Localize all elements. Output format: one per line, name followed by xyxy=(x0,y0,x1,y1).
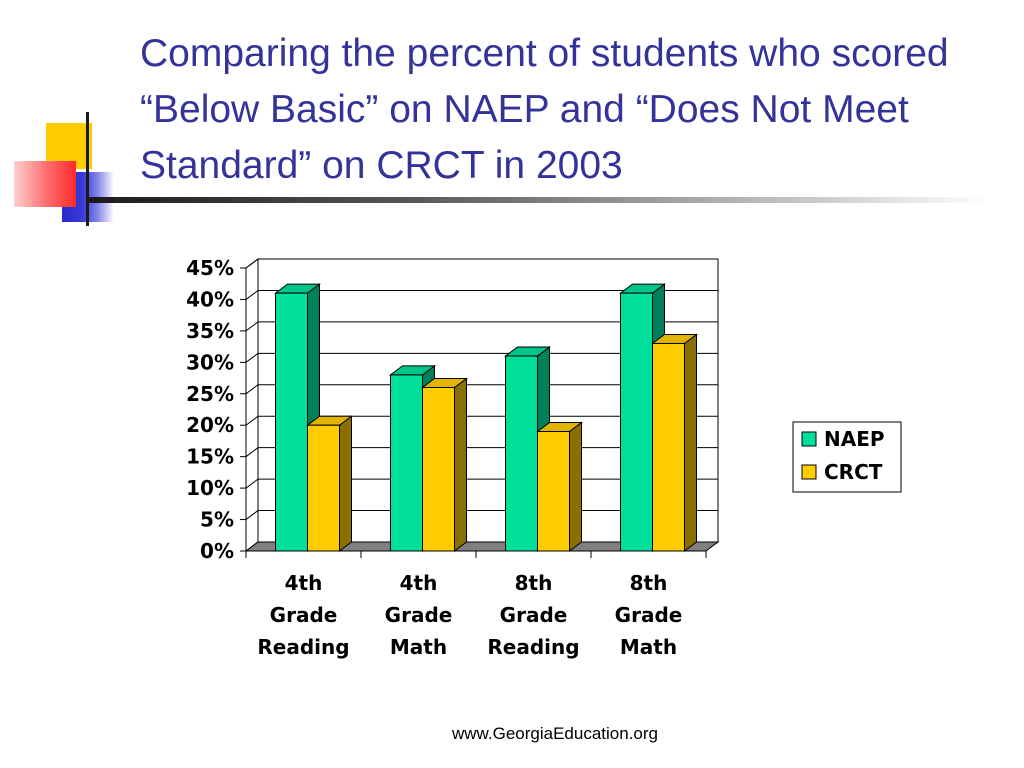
x-category-label: 8th xyxy=(515,571,553,595)
legend: NAEP CRCT xyxy=(792,421,902,493)
legend-swatch-crct xyxy=(801,464,817,480)
bar-front xyxy=(390,374,423,552)
title-rule xyxy=(88,197,988,203)
legend-swatch-naep xyxy=(801,431,817,447)
y-tick-label: 30% xyxy=(186,350,234,374)
bar-crct-4 xyxy=(651,333,698,552)
deco-red-square xyxy=(14,161,76,207)
y-tick-label: 20% xyxy=(186,413,234,437)
x-category-label: 4th xyxy=(400,571,438,595)
plot-area xyxy=(244,258,720,552)
bar-side xyxy=(569,421,582,552)
gridline xyxy=(245,352,718,363)
x-category-label: Math xyxy=(390,635,447,659)
y-tick-label: 15% xyxy=(186,445,234,469)
footer-url: www.GeorgiaEducation.org xyxy=(452,724,659,743)
x-category-label: 8th xyxy=(630,571,668,595)
y-tick-label: 35% xyxy=(186,319,234,343)
x-category-label: Grade xyxy=(500,603,568,627)
bar-front xyxy=(537,431,570,552)
x-category-label: Grade xyxy=(270,603,338,627)
deco-vertical-line xyxy=(86,112,89,226)
bar-front xyxy=(307,424,340,552)
legend-label-crct: CRCT xyxy=(824,460,883,484)
bar-crct-1 xyxy=(306,415,353,552)
bar-front xyxy=(505,355,538,552)
y-tick-label: 45% xyxy=(186,256,234,280)
y-tick-label: 0% xyxy=(200,539,234,563)
y-tick-label: 5% xyxy=(200,508,234,532)
bar-front xyxy=(652,342,685,552)
x-category-label: Reading xyxy=(257,635,349,659)
gridline xyxy=(245,321,718,332)
bar-front xyxy=(275,292,308,552)
gridline xyxy=(245,289,718,300)
x-category-label: Reading xyxy=(487,635,579,659)
bars xyxy=(274,283,698,552)
x-category-label: Grade xyxy=(615,603,683,627)
y-tick-label: 10% xyxy=(186,476,234,500)
y-tick-label: 25% xyxy=(186,382,234,406)
bar-crct-3 xyxy=(536,421,583,552)
y-tick-label: 40% xyxy=(186,287,234,311)
side-wall xyxy=(245,258,259,552)
x-category-label: 4th xyxy=(285,571,323,595)
bar-side xyxy=(454,377,467,552)
bar-crct-2 xyxy=(421,377,468,552)
gridline xyxy=(245,415,718,426)
legend-label-naep: NAEP xyxy=(824,427,885,451)
bar-front xyxy=(620,292,653,552)
x-category-label: Math xyxy=(620,635,677,659)
x-axis: 4th Grade Reading 4th Grade Math 8th Grade Readi… xyxy=(245,550,707,659)
gridline xyxy=(245,258,718,269)
slide-title: Comparing the percent of students who sc… xyxy=(140,32,949,187)
gridline xyxy=(245,384,718,395)
bar-side xyxy=(684,333,697,552)
y-axis: 0% 5% 10% 15% 20% 25% 30% 35% 40% 45% xyxy=(186,256,247,563)
bar-front xyxy=(422,386,455,552)
x-category-label: Grade xyxy=(385,603,453,627)
bar-side xyxy=(339,415,352,552)
